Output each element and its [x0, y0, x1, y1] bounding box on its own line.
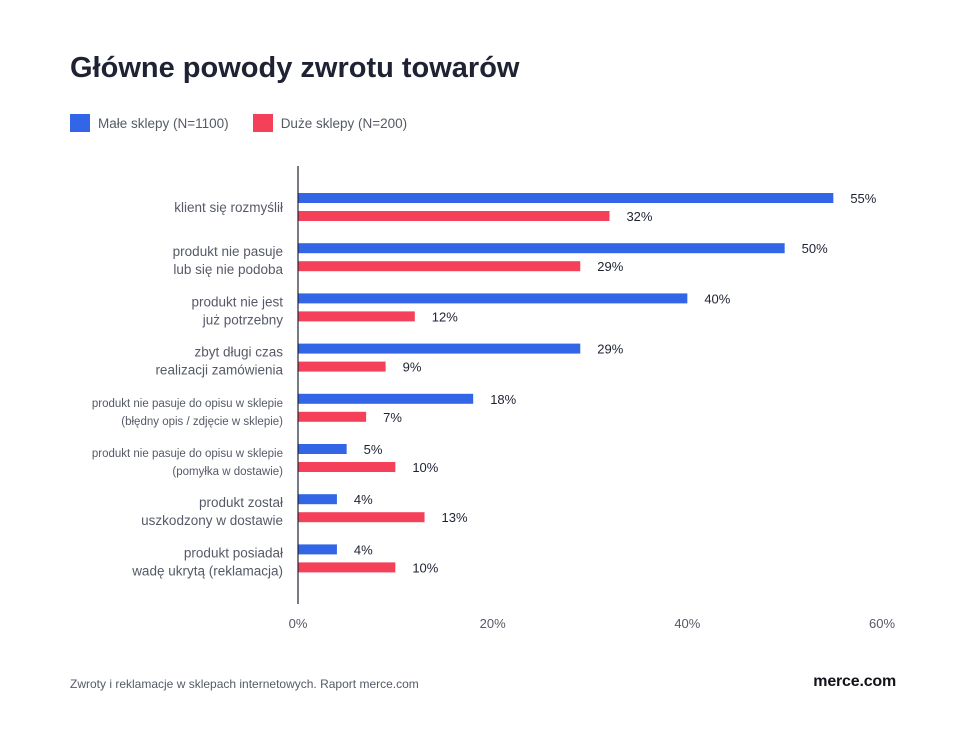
bar — [298, 343, 581, 354]
category-label: produkt został — [199, 495, 283, 510]
category-label: uszkodzony w dostawie — [141, 513, 283, 528]
bar — [298, 311, 415, 322]
data-label: 40% — [704, 291, 730, 306]
category-label: (pomyłka w dostawie) — [172, 466, 283, 478]
x-tick-label: 20% — [480, 616, 506, 631]
bar — [298, 261, 581, 272]
category-label: produkt nie pasuje do opisu w sklepie — [92, 448, 283, 460]
legend-swatch-small-shops — [70, 114, 90, 132]
category-label: produkt nie pasuje do opisu w sklepie — [92, 398, 283, 410]
data-label: 29% — [597, 259, 623, 274]
data-label: 55% — [850, 191, 876, 206]
legend-label-small-shops: Małe sklepy (N=1100) — [98, 115, 229, 131]
category-label: produkt nie jest — [191, 294, 283, 309]
category-label: klient się rozmyślił — [174, 200, 283, 215]
brand-logo: merce.com — [813, 673, 896, 690]
legend-item-large-shops: Duże sklepy (N=200) — [252, 114, 408, 132]
category-label: (błędny opis / zdjęcie w sklepie) — [121, 416, 283, 428]
bar — [298, 243, 785, 254]
data-label: 29% — [597, 342, 623, 357]
category-label: wadę ukrytą (reklamacja) — [131, 563, 283, 578]
data-label: 13% — [442, 510, 468, 525]
category-label: lub się nie podoba — [173, 262, 283, 277]
bar — [298, 544, 337, 555]
data-label: 12% — [432, 309, 458, 324]
legend: Małe sklepy (N=1100) Duże sklepy (N=200) — [70, 114, 431, 132]
data-label: 18% — [490, 392, 516, 407]
bar — [298, 494, 337, 505]
bar — [298, 193, 834, 203]
category-label: realizacji zamówienia — [155, 363, 283, 378]
data-label: 7% — [383, 410, 402, 425]
x-tick-label: 60% — [869, 616, 895, 631]
bar — [298, 293, 688, 304]
legend-label-large-shops: Duże sklepy (N=200) — [280, 115, 408, 131]
bar — [298, 512, 425, 523]
data-label: 4% — [354, 492, 373, 507]
source-note: Zwroty i reklamacje w sklepach interneto… — [70, 677, 419, 691]
data-label: 4% — [354, 542, 373, 557]
data-label: 50% — [802, 241, 828, 256]
bar — [298, 444, 347, 454]
legend-swatch-large-shops — [252, 114, 273, 132]
bar — [298, 462, 396, 472]
category-label: zbyt długi czas — [194, 345, 283, 360]
category-label: produkt nie pasuje — [173, 244, 283, 259]
category-label: już potrzebny — [202, 312, 284, 327]
bar — [298, 562, 396, 573]
data-label: 9% — [403, 360, 422, 375]
x-tick-label: 0% — [289, 616, 308, 631]
bar — [298, 361, 386, 372]
data-label: 5% — [364, 442, 383, 457]
bar — [298, 211, 610, 221]
data-label: 32% — [626, 209, 652, 224]
bar — [298, 393, 474, 404]
bar-chart: klient się rozmyślił 55% 32% produkt nie pa… — [92, 166, 895, 631]
data-label: 10% — [412, 460, 438, 475]
category-label: produkt posiadał — [184, 545, 283, 560]
bar — [298, 411, 367, 422]
chart-title: Główne powody zwrotu towarów — [70, 52, 520, 84]
data-label: 10% — [412, 560, 438, 575]
legend-item-small-shops: Małe sklepy (N=1100) — [70, 114, 229, 132]
x-tick-label: 40% — [674, 616, 700, 631]
